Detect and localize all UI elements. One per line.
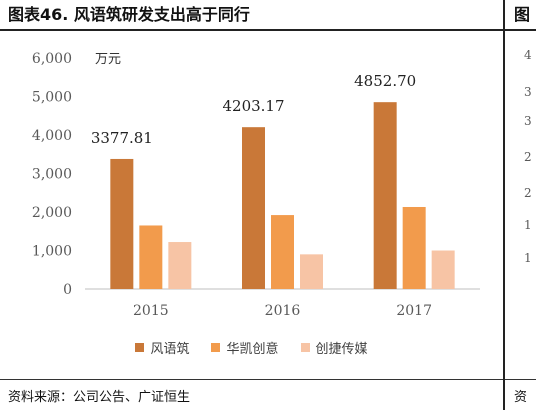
bar <box>242 127 265 290</box>
right-panel-bottom-divider <box>505 379 536 380</box>
y-tick-label: 4,000 <box>32 128 72 144</box>
legend-item-huakai: 华凯创意 <box>211 338 279 357</box>
legend-swatch-huakai <box>211 343 221 352</box>
right-panel-tick: 2 <box>524 186 532 200</box>
data-label: 3377.81 <box>91 129 153 147</box>
bar <box>431 250 455 289</box>
right-panel-tick: 3 <box>524 114 532 128</box>
bar <box>110 158 134 289</box>
source-note: 资料来源：公司公告、广证恒生 <box>8 390 191 405</box>
bar <box>300 254 323 289</box>
right-panel-tick: 1 <box>524 251 532 265</box>
chart-title: 图表46. 风语筑研发支出高于同行 <box>8 5 250 24</box>
bar <box>373 102 397 289</box>
right-panel-title-fragment: 图 <box>514 5 531 24</box>
y-tick-label: 2,000 <box>32 205 72 221</box>
legend-item-fengyuzhu: 风语筑 <box>135 338 189 357</box>
x-tick-label: 2017 <box>396 303 432 319</box>
bottom-divider <box>0 379 503 380</box>
x-tick-label: 2015 <box>133 303 169 319</box>
legend-label-chuangjie: 创捷传媒 <box>315 342 368 357</box>
data-label: 4852.70 <box>354 72 416 90</box>
unit-label: 万元 <box>95 52 122 67</box>
y-tick-label: 0 <box>63 282 72 298</box>
y-tick-label: 1,000 <box>32 244 72 260</box>
bar <box>139 225 163 289</box>
legend-swatch-chuangjie <box>300 343 310 352</box>
data-label: 4203.17 <box>222 97 284 115</box>
right-panel-divider <box>505 29 536 31</box>
right-panel-source-fragment: 资 <box>514 390 528 405</box>
y-tick-label: 6,000 <box>32 51 72 67</box>
legend-swatch-fengyuzhu <box>135 343 145 352</box>
right-panel-tick: 4 <box>524 48 532 62</box>
bar <box>271 215 294 289</box>
legend-label-fengyuzhu: 风语筑 <box>150 342 190 357</box>
panel-divider <box>503 0 505 410</box>
bar-chart: 0 1,000 2,000 3,000 4,000 5,000 6,000 3377.81 20… <box>32 51 480 319</box>
y-tick-label: 5,000 <box>32 90 72 106</box>
right-panel-tick: 2 <box>524 150 532 164</box>
legend-item-chuangjie: 创捷传媒 <box>300 338 368 357</box>
legend-label-huakai: 华凯创意 <box>226 342 279 357</box>
legend: 风语筑 华凯创意 创捷传媒 <box>0 338 503 357</box>
right-panel-tick: 1 <box>524 218 532 232</box>
title-divider <box>0 29 503 31</box>
y-tick-label: 3,000 <box>32 167 72 183</box>
x-tick-label: 2016 <box>265 303 301 319</box>
right-panel-tick: 3 <box>524 85 532 99</box>
bar <box>402 206 426 289</box>
bar <box>168 242 192 289</box>
